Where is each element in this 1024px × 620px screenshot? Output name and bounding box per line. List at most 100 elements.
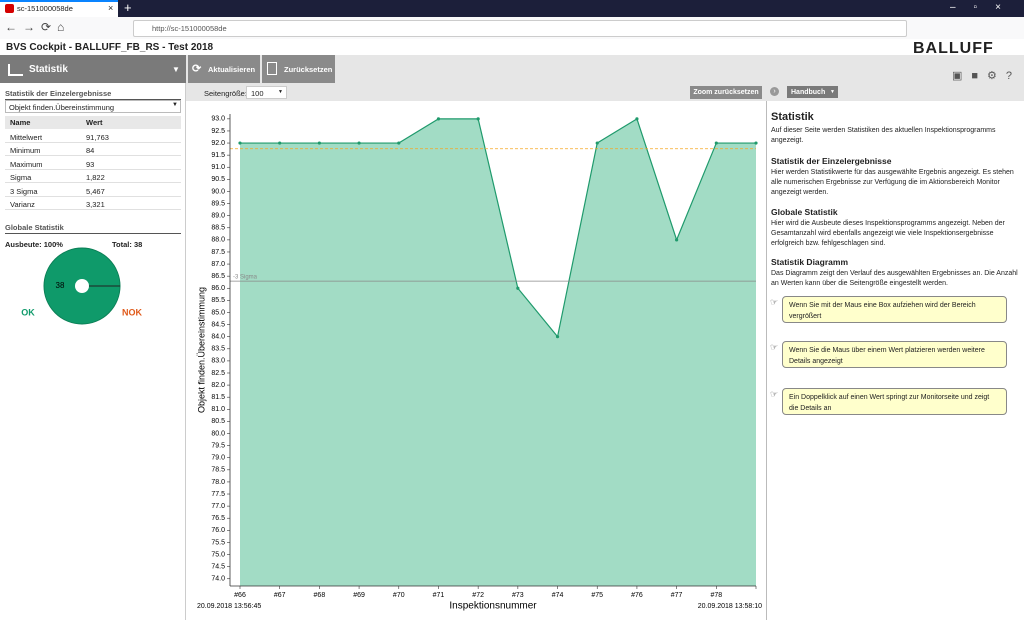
handbook-text: Hier wird die Ausbeute dieses Inspektion… bbox=[771, 219, 1019, 249]
button-label: Aktualisieren bbox=[208, 65, 255, 74]
x-tick-label: #69 bbox=[353, 592, 365, 599]
collapse-icon[interactable]: › bbox=[770, 87, 779, 96]
y-tick-label: 79.0 bbox=[211, 455, 225, 462]
refresh-icon: ⟳ bbox=[192, 62, 201, 75]
y-tick-label: 86.5 bbox=[211, 273, 225, 280]
y-tick-label: 79.5 bbox=[211, 442, 225, 449]
nok-label: NOK bbox=[122, 307, 143, 317]
toolbar-icons[interactable]: ▣■⚙? bbox=[952, 69, 1021, 82]
y-tick-label: 85.0 bbox=[211, 309, 225, 316]
handbook-text: Das Diagramm zeigt den Verlauf des ausge… bbox=[771, 269, 1019, 289]
y-tick-label: 87.0 bbox=[211, 261, 225, 268]
y-tick-label: 76.5 bbox=[211, 515, 225, 522]
point[interactable] bbox=[238, 141, 241, 144]
point[interactable] bbox=[754, 141, 757, 144]
tab-title: sc-151000058de bbox=[17, 4, 73, 13]
handbook-text: Hier werden Statistikwerte für das ausge… bbox=[771, 168, 1019, 198]
y-tick-label: 82.5 bbox=[211, 370, 225, 377]
x-tick-label: #66 bbox=[234, 592, 246, 599]
y-tick-label: 78.5 bbox=[211, 467, 225, 474]
tab-icon bbox=[5, 4, 14, 13]
point[interactable] bbox=[477, 117, 480, 120]
row-value: 93 bbox=[86, 160, 94, 169]
y-tick-label: 74.5 bbox=[211, 563, 225, 570]
url-box[interactable] bbox=[133, 20, 907, 37]
point[interactable] bbox=[556, 335, 559, 338]
y-tick-label: 85.5 bbox=[211, 297, 225, 304]
tab-close[interactable]: × bbox=[108, 3, 113, 13]
column-header: Wert bbox=[86, 118, 103, 127]
x-tick-label: #72 bbox=[472, 592, 484, 599]
x-tick-label: #67 bbox=[274, 592, 286, 599]
zoom-reset-button[interactable]: Zoom zurücksetzen bbox=[690, 86, 762, 99]
result-selected: Objekt finden.Übereinstimmung bbox=[9, 103, 114, 112]
y-tick-label: 86.0 bbox=[211, 285, 225, 292]
point[interactable] bbox=[278, 141, 281, 144]
row-name: 3 Sigma bbox=[10, 187, 38, 196]
row-name: Mittelwert bbox=[10, 133, 42, 142]
new-tab[interactable]: + bbox=[124, 0, 132, 15]
y-tick-label: 92.0 bbox=[211, 140, 225, 147]
handbook-heading: Statistik bbox=[771, 111, 814, 123]
hint-box: Ein Doppelklick auf einen Wert springt z… bbox=[782, 388, 1007, 415]
tab-strip bbox=[0, 0, 1024, 17]
y-tick-label: 80.5 bbox=[211, 418, 225, 425]
hint-icon: ☞ bbox=[770, 297, 778, 308]
y-tick-label: 93.0 bbox=[211, 116, 225, 123]
point[interactable] bbox=[397, 141, 400, 144]
section-tab[interactable] bbox=[0, 55, 186, 83]
point[interactable] bbox=[516, 287, 519, 290]
x-axis-title: Inspektionsnummer bbox=[449, 601, 537, 612]
dropdown-arrow[interactable]: ▼ bbox=[172, 65, 180, 74]
y-tick-label: 81.5 bbox=[211, 394, 225, 401]
point[interactable] bbox=[635, 117, 638, 120]
point[interactable] bbox=[715, 141, 718, 144]
section-title: Statistik bbox=[29, 64, 68, 75]
hint-icon: ☞ bbox=[770, 342, 778, 353]
start-time: 20.09.2018 13:56:45 bbox=[197, 603, 261, 610]
y-tick-label: 90.0 bbox=[211, 188, 225, 195]
x-tick-label: #78 bbox=[710, 592, 722, 599]
x-tick-label: #73 bbox=[512, 592, 524, 599]
point[interactable] bbox=[437, 117, 440, 120]
y-tick-label: 76.0 bbox=[211, 527, 225, 534]
y-tick-label: 81.0 bbox=[211, 406, 225, 413]
point[interactable] bbox=[318, 141, 321, 144]
y-tick-label: 92.5 bbox=[211, 128, 225, 135]
point[interactable] bbox=[357, 141, 360, 144]
y-tick-label: 82.0 bbox=[211, 382, 225, 389]
y-tick-label: 75.0 bbox=[211, 551, 225, 558]
page-size: 100 bbox=[251, 89, 264, 98]
row-name: Varianz bbox=[10, 200, 35, 209]
pie-hole bbox=[75, 279, 89, 293]
point[interactable] bbox=[675, 238, 678, 241]
y-tick-label: 84.0 bbox=[211, 334, 225, 341]
y-tick-label: 89.5 bbox=[211, 200, 225, 207]
app-title: BVS Cockpit - BALLUFF_FB_RS - Test 2018 bbox=[6, 42, 213, 53]
y-tick-label: 74.0 bbox=[211, 576, 225, 583]
pie-label: 38 bbox=[56, 281, 65, 290]
handbook-text: Auf dieser Seite werden Statistiken des … bbox=[771, 126, 1019, 146]
y-tick-label: 77.5 bbox=[211, 491, 225, 498]
x-tick-label: #76 bbox=[631, 592, 643, 599]
hint-icon: ☞ bbox=[770, 389, 778, 400]
point[interactable] bbox=[596, 141, 599, 144]
window-controls[interactable]: –▫× bbox=[950, 2, 1019, 13]
ok-label: OK bbox=[21, 307, 35, 317]
page-size-label: Seitengröße: bbox=[204, 89, 247, 98]
x-tick-label: #71 bbox=[433, 592, 445, 599]
stats-title: Statistik der Einzelergebnisse bbox=[5, 89, 181, 100]
y-tick-label: 80.0 bbox=[211, 430, 225, 437]
x-tick-label: #74 bbox=[552, 592, 564, 599]
handbook-heading: Statistik Diagramm bbox=[771, 257, 848, 267]
handbook-label: Handbuch bbox=[791, 89, 825, 96]
chart: -3 Sigma74.074.575.075.576.076.577.077.5… bbox=[186, 100, 764, 620]
nav-buttons[interactable]: ←→⟳⌂ bbox=[5, 20, 70, 34]
reference-label: -3 Sigma bbox=[233, 275, 258, 281]
select-arrow: ▼ bbox=[278, 89, 283, 95]
y-tick-label: 89.0 bbox=[211, 213, 225, 220]
button-label: Zurücksetzen bbox=[284, 65, 332, 74]
row-name: Minimum bbox=[10, 146, 40, 155]
y-tick-label: 83.0 bbox=[211, 358, 225, 365]
handbook-heading: Statistik der Einzelergebnisse bbox=[771, 156, 891, 166]
